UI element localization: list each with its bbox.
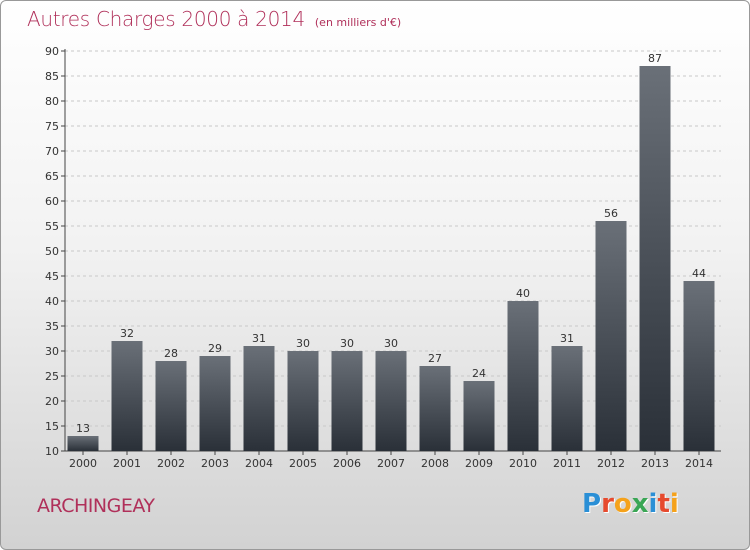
x-tick-label: 2012 [597,457,625,470]
x-tick-label: 2014 [685,457,713,470]
x-tick-label: 2001 [113,457,141,470]
y-tick-label: 85 [45,70,59,83]
bar-value-label: 13 [76,422,90,435]
bar [595,221,627,451]
bar-value-label: 56 [604,207,618,220]
x-tick-label: 2011 [553,457,581,470]
bar-value-label: 30 [384,337,398,350]
x-tick-label: 2006 [333,457,361,470]
bar-value-label: 44 [692,267,706,280]
bar [463,381,495,451]
logo-letter: x [631,489,649,519]
y-tick-label: 15 [45,420,59,433]
bar [67,436,99,451]
y-tick-label: 80 [45,95,59,108]
y-tick-label: 50 [45,245,59,258]
bar [683,281,715,451]
x-tick-label: 2010 [509,457,537,470]
y-tick-label: 90 [45,45,59,58]
bar-value-label: 28 [164,347,178,360]
labels: 10 15 20 25 30 35 40 45 50 55 60 65 70 75 80 85 90 13 2000… [45,45,713,470]
logo-letter: o [613,489,632,519]
x-tick-label: 2008 [421,457,449,470]
bar-value-label: 31 [560,332,574,345]
bar-value-label: 31 [252,332,266,345]
bar-value-label: 40 [516,287,530,300]
bar [419,366,451,451]
logo-letter: P [582,489,602,519]
logo-letter: i [648,489,658,519]
y-tick-label: 10 [45,445,59,458]
x-tick-label: 2002 [157,457,185,470]
y-tick-label: 40 [45,295,59,308]
y-tick-label: 65 [45,170,59,183]
bar-value-label: 32 [120,327,134,340]
bar [155,361,187,451]
bar-value-label: 30 [296,337,310,350]
bar [331,351,363,451]
bar [111,341,143,451]
bar [639,66,671,451]
bar [551,346,583,451]
bar [287,351,319,451]
bar-value-label: 24 [472,367,486,380]
y-tick-label: 55 [45,220,59,233]
x-tick-label: 2009 [465,457,493,470]
y-tick-label: 75 [45,120,59,133]
y-tick-label: 30 [45,345,59,358]
bar [243,346,275,451]
bar-value-label: 87 [648,52,662,65]
x-tick-label: 2003 [201,457,229,470]
chart-title: Autres Charges 2000 à 2014 [27,7,305,31]
bar-value-label: 27 [428,352,442,365]
y-tick-label: 60 [45,195,59,208]
bar-value-label: 30 [340,337,354,350]
y-tick-label: 70 [45,145,59,158]
logo-letter: t [657,489,670,519]
logo-letter: i [669,489,679,519]
x-tick-label: 2004 [245,457,273,470]
bars [67,66,715,451]
bar [507,301,539,451]
y-tick-label: 25 [45,370,59,383]
x-tick-label: 2000 [69,457,97,470]
y-tick-label: 35 [45,320,59,333]
chart-title-block: Autres Charges 2000 à 2014 (en milliers d… [27,7,401,31]
x-tick-label: 2013 [641,457,669,470]
x-tick-label: 2005 [289,457,317,470]
chart-unit-note: (en milliers d'€) [314,16,402,29]
y-tick-label: 45 [45,270,59,283]
bar [375,351,407,451]
commune-name: ARCHINGEAY [37,495,155,517]
bar-value-label: 29 [208,342,222,355]
proxiti-logo: Proxiti [582,489,679,519]
bar [199,356,231,451]
x-tick-label: 2007 [377,457,405,470]
logo-letter: r [601,489,614,519]
y-tick-label: 20 [45,395,59,408]
